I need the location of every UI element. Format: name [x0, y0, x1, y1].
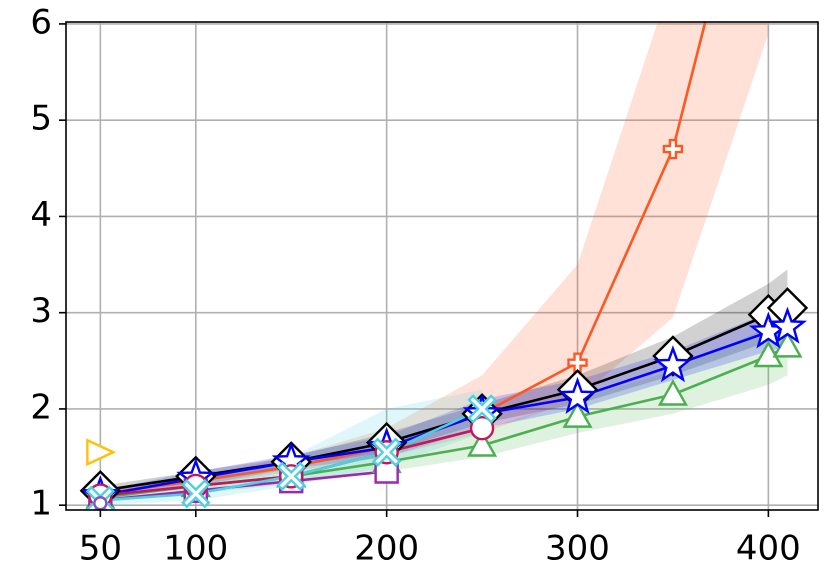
marker	[371, 437, 402, 467]
marker	[653, 345, 693, 383]
marker	[562, 401, 593, 428]
marker	[557, 376, 598, 414]
marker	[93, 496, 108, 510]
marker	[567, 352, 588, 373]
y-tick-label: 2	[30, 387, 52, 427]
grid	[66, 22, 818, 510]
marker	[467, 430, 498, 457]
y-tick-label: 5	[30, 99, 52, 139]
y-tick-label: 4	[30, 195, 52, 235]
y-tick-label: 6	[30, 2, 52, 42]
plot-area	[79, 22, 809, 510]
axes: 1 2 3 4 5 6 50 100 200 300 400	[30, 2, 819, 569]
marker	[662, 138, 684, 160]
x-tick-label: 100	[163, 529, 228, 569]
x-tick-label: 300	[545, 529, 610, 569]
marker	[86, 438, 117, 467]
axes-frame	[65, 21, 819, 511]
y-tick-label: 3	[30, 291, 52, 331]
marker	[657, 379, 689, 406]
confidence-band	[100, 389, 483, 506]
x-tick-label: 200	[354, 529, 419, 569]
marker	[772, 330, 803, 358]
marker	[767, 306, 807, 344]
marker	[467, 394, 497, 424]
y-tick-label: 1	[30, 484, 52, 524]
x-tick-label: 50	[79, 529, 122, 569]
marker	[276, 461, 306, 492]
confidence-band	[100, 22, 769, 498]
x-tick-label: 400	[736, 529, 801, 569]
marker	[181, 478, 211, 509]
